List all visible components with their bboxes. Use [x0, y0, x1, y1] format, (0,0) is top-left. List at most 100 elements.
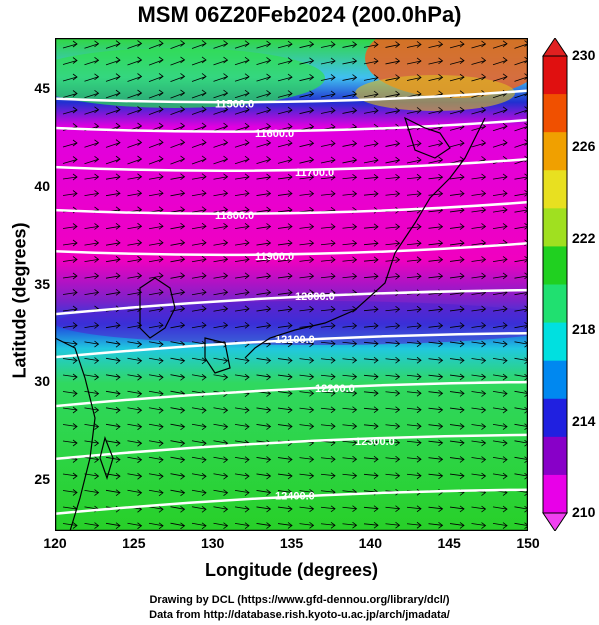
wind-vector [191, 423, 207, 431]
wind-vector [320, 389, 336, 397]
wind-vector [449, 173, 465, 181]
colorbar-top-arrow [542, 38, 568, 57]
wind-vector [342, 406, 358, 414]
wind-vector [492, 439, 508, 447]
y-axis-title: Latitude (degrees) [9, 222, 30, 379]
wind-vector [320, 422, 336, 430]
wind-vector [320, 373, 336, 381]
wind-vector [234, 173, 250, 181]
wind-vector [256, 322, 272, 329]
wind-vector [213, 272, 229, 280]
wind-vector [385, 373, 401, 381]
contour-label: 11600.0 [255, 128, 294, 140]
wind-vector [191, 439, 207, 447]
wind-vector [428, 305, 444, 313]
wind-vector [105, 340, 121, 348]
wind-vector [406, 472, 422, 480]
wind-vector [213, 89, 229, 99]
wind-vector [170, 73, 186, 82]
wind-vector [492, 190, 508, 197]
wind-vector [277, 289, 293, 296]
wind-vector [170, 206, 186, 214]
wind-vector [471, 256, 487, 263]
wind-vector [256, 406, 272, 414]
wind-vector [342, 90, 358, 98]
wind-vector [406, 373, 422, 381]
green-patch [55, 48, 325, 108]
contour-label: 12400.0 [275, 491, 315, 503]
wind-vector [170, 155, 186, 165]
contour-line [55, 380, 528, 408]
x-tick-label: 125 [122, 535, 146, 551]
contour-line [55, 433, 528, 461]
field-background [55, 38, 528, 531]
wind-vector [342, 74, 358, 81]
wind-vector [406, 173, 422, 181]
wind-vector [320, 156, 336, 164]
wind-vector [277, 256, 293, 263]
wind-vector [62, 439, 78, 447]
wind-vector [62, 340, 78, 348]
wind-vector [385, 272, 401, 280]
wind-vector [449, 322, 465, 329]
wind-vector [234, 106, 250, 115]
colorbar-tick-label: 214 [572, 412, 596, 429]
wind-vector [234, 522, 250, 529]
wind-vector [514, 139, 528, 148]
wind-vector [234, 423, 250, 430]
wind-vector [213, 139, 229, 148]
plot-frame [55, 38, 528, 531]
wind-vector [449, 439, 465, 447]
wind-vector [277, 57, 293, 65]
wind-vector [127, 340, 143, 348]
wind-vector [234, 289, 250, 296]
wind-vector [170, 288, 186, 296]
y-tick-label: 30 [34, 373, 50, 390]
wind-vector [148, 489, 164, 497]
wind-vector [406, 41, 422, 48]
wind-vector [234, 206, 250, 214]
wind-vector [449, 423, 465, 430]
wind-vector [105, 373, 121, 381]
wind-vector [471, 439, 487, 447]
wind-vector [256, 305, 272, 313]
wind-vector [492, 505, 508, 513]
wind-vector [191, 206, 207, 214]
wind-vector [256, 272, 272, 280]
wind-vector [191, 122, 207, 132]
contour-label: 12100.0 [275, 334, 315, 346]
colorbar-segment [543, 474, 567, 514]
wind-vector [256, 40, 272, 49]
wind-vector [105, 89, 121, 99]
wind-vector [62, 173, 78, 181]
wind-vector [406, 107, 422, 114]
wind-vector [471, 73, 487, 82]
wind-vector [428, 190, 444, 197]
wind-vector [105, 522, 121, 530]
wind-vector [105, 155, 121, 165]
wind-vector [492, 56, 508, 66]
wind-vector [277, 139, 293, 148]
wind-vector [191, 522, 207, 530]
wind-vector [492, 40, 508, 49]
wind-vector [299, 57, 315, 65]
wind-vector [170, 321, 186, 329]
wind-vector [385, 140, 401, 147]
wind-vector [213, 423, 229, 431]
wind-vector [428, 223, 444, 230]
wind-vector [234, 56, 250, 66]
wind-vector [428, 239, 444, 247]
wind-vector [406, 90, 422, 98]
wind-vector [84, 406, 100, 414]
wind-vector [363, 41, 379, 48]
wind-vector [148, 423, 164, 431]
wind-vector [492, 139, 508, 148]
wind-vector [256, 489, 272, 496]
wind-vector [449, 256, 465, 263]
contour-line [55, 118, 528, 133]
wind-vector [213, 357, 229, 365]
wind-vector [234, 155, 250, 165]
wind-vector [277, 173, 293, 181]
wind-vector [170, 522, 186, 530]
wind-vector [385, 389, 401, 397]
